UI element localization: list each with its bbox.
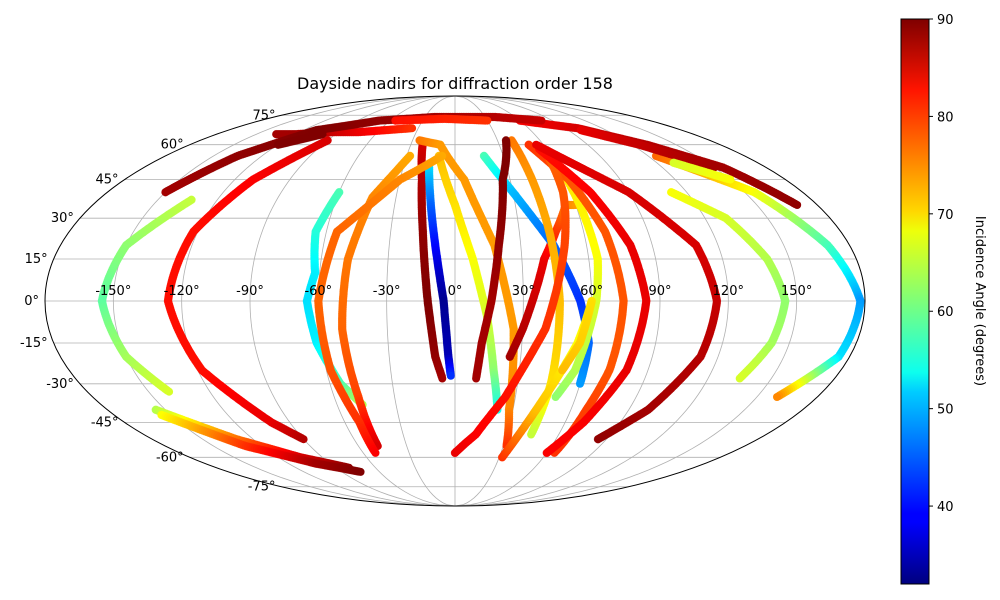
data-points bbox=[97, 112, 865, 476]
nadir-point bbox=[551, 393, 560, 401]
nadir-point bbox=[318, 130, 327, 139]
colorbar-tick-label: 40 bbox=[937, 500, 954, 515]
nadir-point bbox=[446, 371, 455, 380]
nadir-point bbox=[527, 430, 536, 439]
colorbar-tick-label: 80 bbox=[937, 110, 954, 125]
lat-tick-label: -45° bbox=[91, 415, 119, 430]
colorbar-tick-label: 70 bbox=[937, 208, 954, 223]
lon-tick-label: -30° bbox=[373, 284, 401, 299]
lon-tick-label: -120° bbox=[164, 284, 200, 299]
lon-tick-label: -150° bbox=[95, 284, 131, 299]
colorbar-label: Incidence Angle (degrees) bbox=[972, 216, 987, 386]
map-grid bbox=[45, 95, 865, 507]
nadir-point bbox=[356, 467, 365, 476]
nadir-point bbox=[793, 201, 802, 209]
nadir-point bbox=[438, 374, 447, 383]
lon-tick-label: 90° bbox=[648, 284, 671, 299]
colorbar-tick-label: 50 bbox=[937, 403, 954, 418]
lon-tick-label: 120° bbox=[713, 284, 744, 299]
nadir-point bbox=[537, 116, 546, 125]
nadir-point bbox=[483, 116, 492, 125]
colorbar-gradient bbox=[900, 18, 930, 585]
lon-tick-label: -90° bbox=[236, 284, 264, 299]
colorbar-tick-label: 60 bbox=[937, 305, 954, 320]
lon-tick-label: 60° bbox=[580, 284, 603, 299]
nadir-point bbox=[726, 175, 735, 184]
lat-tick-label: 60° bbox=[161, 138, 184, 153]
lat-tick-label: 30° bbox=[51, 211, 74, 226]
lat-tick-label: 75° bbox=[252, 108, 275, 123]
nadir-point bbox=[408, 124, 417, 133]
lon-tick-label: 150° bbox=[781, 284, 812, 299]
lat-tick-label: 15° bbox=[25, 252, 48, 267]
nadir-point bbox=[532, 140, 541, 149]
lat-tick-label: -60° bbox=[156, 450, 184, 465]
colorbar-ticks: 40 50 60 70 80 90 bbox=[929, 13, 954, 515]
lon-tick-label: 0° bbox=[448, 284, 463, 299]
nadir-point bbox=[299, 435, 308, 444]
nadir-point bbox=[472, 374, 481, 383]
lat-tick-label: -30° bbox=[46, 377, 74, 392]
lon-tick-label: 30° bbox=[512, 284, 535, 299]
nadir-point bbox=[558, 366, 567, 375]
lat-tick-label: 0° bbox=[24, 294, 39, 309]
chart-title: Dayside nadirs for diffraction order 158 bbox=[297, 74, 613, 93]
lon-tick-label: -60° bbox=[304, 284, 332, 299]
longitude-tick-labels: -150° -120° -90° -60° -30° 0° 30° 60° 90° 120° 150… bbox=[95, 284, 812, 299]
lat-tick-label: 45° bbox=[96, 173, 119, 188]
lat-tick-label: -75° bbox=[248, 480, 276, 495]
colorbar: 40 50 60 70 80 90 Incidence Angle (degrees) bbox=[900, 13, 987, 585]
nadir-point bbox=[165, 387, 174, 396]
nadir-point bbox=[735, 374, 744, 383]
colorbar-tick-label: 90 bbox=[937, 13, 954, 28]
nadir-point bbox=[576, 379, 584, 388]
nadir-point bbox=[371, 448, 380, 457]
lat-tick-label: -15° bbox=[20, 336, 48, 351]
nadir-point bbox=[773, 393, 781, 401]
